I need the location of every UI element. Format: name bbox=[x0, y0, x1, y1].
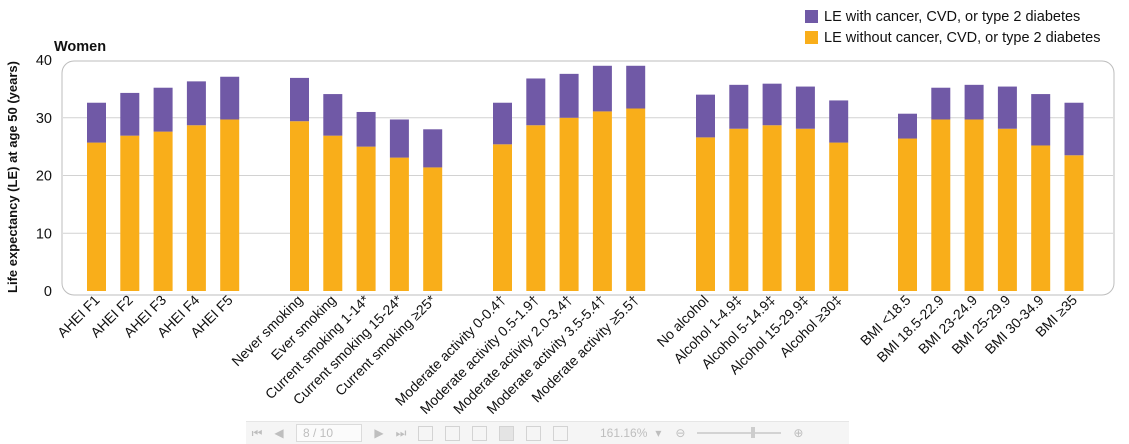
y-tick-label: 10 bbox=[36, 226, 52, 242]
chart-title: Women bbox=[54, 39, 106, 55]
bar-without-disease bbox=[389, 157, 409, 291]
bar-without-disease bbox=[762, 125, 782, 291]
bar-without-disease bbox=[120, 135, 140, 291]
bar-with-disease bbox=[626, 65, 646, 109]
fit-width-icon[interactable] bbox=[499, 425, 514, 441]
bar-without-disease bbox=[323, 135, 343, 291]
zoom-in-icon[interactable]: ⊕ bbox=[793, 426, 804, 440]
bar-with-disease bbox=[696, 94, 715, 138]
legend-label-without-disease: LE without cancer, CVD, or type 2 diabet… bbox=[824, 29, 1101, 46]
last-page-icon[interactable]: ⏭ bbox=[395, 425, 407, 440]
y-tick-label: 0 bbox=[44, 284, 52, 300]
legend-label-with-disease: LE with cancer, CVD, or type 2 diabetes bbox=[824, 8, 1081, 25]
bar-with-disease bbox=[220, 76, 240, 120]
bar-without-disease bbox=[290, 121, 309, 291]
two-page-view-icon[interactable] bbox=[472, 425, 487, 441]
y-tick-label: 30 bbox=[36, 111, 52, 127]
bar-with-disease bbox=[795, 86, 815, 129]
y-axis-label: Life expectancy (LE) at age 50 (years) bbox=[5, 61, 20, 293]
bar-without-disease bbox=[696, 137, 715, 291]
bar-without-disease bbox=[829, 142, 849, 291]
legend-swatch-with-disease bbox=[805, 10, 818, 23]
bar-with-disease bbox=[829, 100, 849, 143]
next-page-icon[interactable]: ▶ bbox=[374, 426, 384, 440]
bar-without-disease bbox=[729, 128, 749, 291]
bar-with-disease bbox=[526, 78, 546, 126]
bar-without-disease bbox=[526, 125, 546, 291]
previous-page-icon[interactable]: ◀ bbox=[274, 426, 284, 440]
y-tick-label: 20 bbox=[36, 169, 52, 185]
bar-with-disease bbox=[559, 73, 579, 118]
bars bbox=[87, 65, 1084, 292]
zoom-dropdown-icon[interactable]: ▾ bbox=[655, 426, 662, 440]
bar-without-disease bbox=[626, 108, 646, 291]
zoom-level[interactable]: 161.16% bbox=[600, 426, 648, 440]
bar-without-disease bbox=[592, 111, 612, 292]
bar-with-disease bbox=[1064, 102, 1084, 156]
bar-without-disease bbox=[898, 138, 917, 291]
first-page-icon[interactable]: ⏮ bbox=[251, 425, 263, 440]
legend: LE with cancer, CVD, or type 2 diabetes … bbox=[805, 6, 1100, 48]
bar-with-disease bbox=[729, 84, 749, 129]
zoom-slider[interactable] bbox=[697, 427, 782, 438]
fit-page-icon[interactable] bbox=[526, 425, 541, 441]
legend-swatch-without-disease bbox=[805, 31, 818, 44]
bar-without-disease bbox=[997, 128, 1017, 291]
bar-without-disease bbox=[931, 119, 951, 291]
bar-without-disease bbox=[795, 128, 815, 291]
bar-with-disease bbox=[290, 77, 309, 122]
bar-without-disease bbox=[186, 125, 206, 291]
pdf-viewer-toolbar: ⏮ ◀ 8 / 10 ▶ ⏭ 161.16% ▾ ⊖ ⊕ bbox=[246, 421, 849, 444]
bar-with-disease bbox=[389, 119, 409, 158]
bar-with-disease bbox=[592, 65, 612, 112]
y-tick-label: 40 bbox=[36, 53, 52, 69]
page-indicator[interactable]: 8 / 10 bbox=[296, 424, 362, 442]
bar-with-disease bbox=[323, 94, 343, 136]
bar-with-disease bbox=[153, 87, 173, 132]
legend-item-without-disease: LE without cancer, CVD, or type 2 diabet… bbox=[805, 27, 1100, 48]
rotate-icon[interactable] bbox=[553, 425, 568, 441]
bar-with-disease bbox=[1031, 94, 1051, 146]
zoom-out-icon[interactable]: ⊖ bbox=[675, 426, 686, 440]
bar-without-disease bbox=[153, 131, 173, 291]
bar-with-disease bbox=[186, 81, 206, 126]
bar-without-disease bbox=[1064, 155, 1084, 291]
plot-frame bbox=[61, 60, 1115, 296]
zoom-slider-knob[interactable] bbox=[751, 427, 756, 438]
bar-with-disease bbox=[964, 84, 984, 120]
bar-without-disease bbox=[356, 146, 376, 291]
bar-with-disease bbox=[423, 129, 443, 168]
bar-without-disease bbox=[220, 119, 240, 291]
continuous-view-icon[interactable] bbox=[445, 425, 460, 441]
bar-with-disease bbox=[997, 86, 1017, 129]
bar-without-disease bbox=[87, 142, 106, 291]
bar-with-disease bbox=[356, 111, 376, 147]
bar-with-disease bbox=[120, 92, 140, 136]
bar-with-disease bbox=[87, 102, 106, 143]
bar-without-disease bbox=[559, 117, 579, 291]
bar-without-disease bbox=[423, 167, 443, 291]
bar-with-disease bbox=[762, 83, 782, 126]
bar-with-disease bbox=[898, 113, 917, 139]
bar-without-disease bbox=[964, 119, 984, 291]
single-page-view-icon[interactable] bbox=[418, 425, 433, 441]
legend-item-with-disease: LE with cancer, CVD, or type 2 diabetes bbox=[805, 6, 1100, 27]
bar-without-disease bbox=[493, 144, 512, 291]
bar-without-disease bbox=[1031, 145, 1051, 291]
bar-with-disease bbox=[493, 102, 512, 145]
y-axis-ticks: 0 10 20 30 40 bbox=[36, 53, 52, 300]
bar-with-disease bbox=[931, 87, 951, 120]
